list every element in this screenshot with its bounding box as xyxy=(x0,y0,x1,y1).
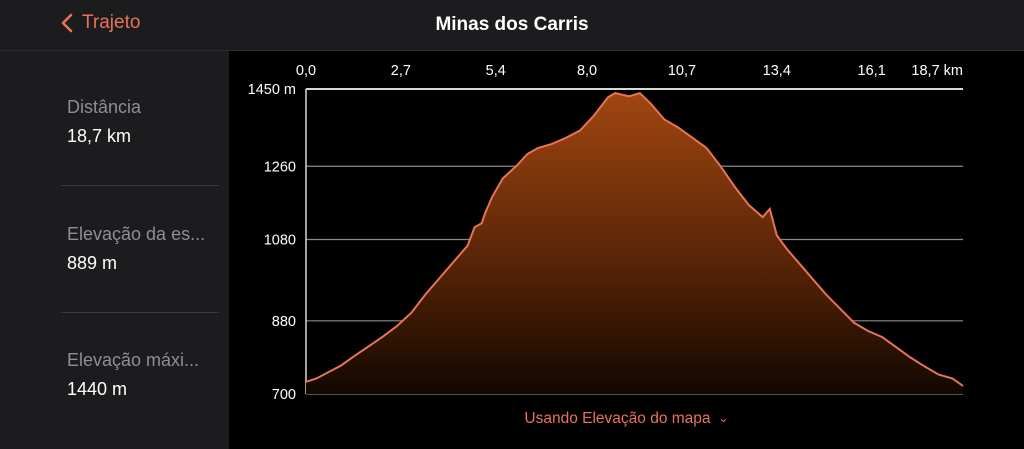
elevation-chart[interactable]: 1450 m 1260 1080 880 700 0,0 2,7 5,4 8,0 10,7 13,4… xyxy=(229,51,1024,449)
x-tick-label: 5,4 xyxy=(486,63,506,79)
y-tick-label: 1260 xyxy=(264,159,296,175)
stat-label: Elevação máxi... xyxy=(67,350,200,370)
stat-label: Distância xyxy=(67,97,142,117)
x-tick-label: 8,0 xyxy=(577,63,597,79)
x-tick-label: 10,7 xyxy=(668,63,696,79)
stat-value: 889 m xyxy=(67,253,118,273)
x-tick-label: 18,7 km xyxy=(911,63,963,79)
y-tick-label: 700 xyxy=(272,387,296,401)
chevron-left-icon xyxy=(61,13,73,33)
navigation-bar: Trajeto Minas dos Carris xyxy=(0,0,1024,51)
elevation-area xyxy=(306,93,963,394)
elevation-chart-svg: 1450 m 1260 1080 880 700 0,0 2,7 5,4 8,0 10,7 13,4… xyxy=(248,63,964,401)
elevation-source-button[interactable]: Usando Elevação do mapa ⌄ xyxy=(229,410,1024,428)
stat-label: Elevação da es... xyxy=(67,224,206,244)
x-tick-label: 13,4 xyxy=(763,63,791,79)
back-label: Trajeto xyxy=(82,12,141,33)
stat-value: 18,7 km xyxy=(67,126,132,146)
x-tick-label: 0,0 xyxy=(296,63,316,79)
back-button[interactable]: Trajeto xyxy=(60,12,140,34)
y-tick-label: 1080 xyxy=(264,232,296,248)
stat-distance: Distância 18,7 km xyxy=(67,97,222,147)
x-tick-label: 16,1 xyxy=(858,63,886,79)
y-tick-label: 880 xyxy=(272,314,296,330)
page-title: Minas dos Carris xyxy=(435,14,589,35)
divider xyxy=(61,312,219,313)
stat-max-elevation: Elevação máxi... 1440 m xyxy=(67,350,222,400)
divider xyxy=(61,185,219,186)
stat-value: 1440 m xyxy=(67,379,128,399)
chevron-down-icon: ⌄ xyxy=(718,411,729,425)
elevation-line xyxy=(305,91,964,387)
x-tick-label: 2,7 xyxy=(391,63,411,79)
stat-start-elevation: Elevação da es... 889 m xyxy=(67,224,222,274)
stats-sidebar: Distância 18,7 km Elevação da es... 889 … xyxy=(0,51,229,449)
y-tick-label: 1450 m xyxy=(248,82,296,98)
elevation-source-label: Usando Elevação do mapa xyxy=(524,410,711,427)
